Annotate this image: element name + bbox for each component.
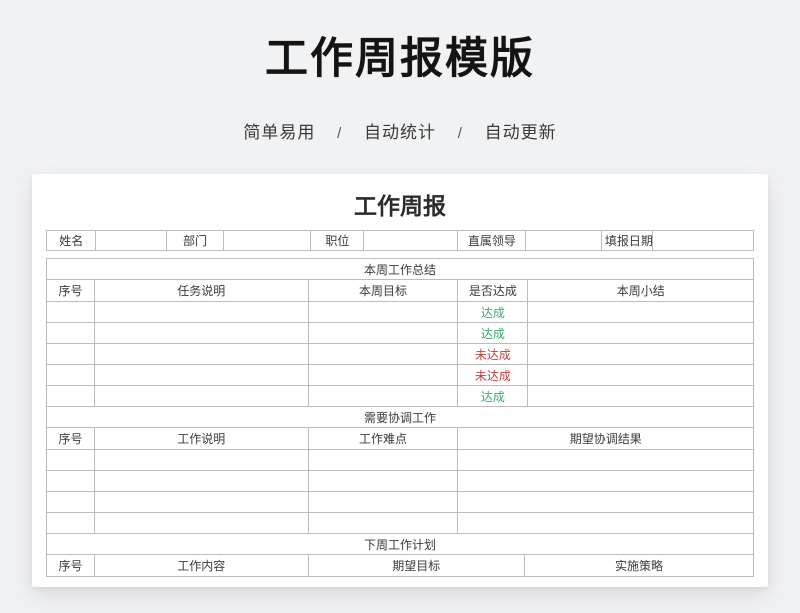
- empty-cell[interactable]: [94, 449, 309, 471]
- column-header: 实施策略: [523, 554, 755, 577]
- column-header: 序号: [45, 279, 96, 302]
- empty-cell[interactable]: [307, 364, 459, 386]
- empty-cell[interactable]: [94, 322, 309, 344]
- info-table: 姓名 部门 职位 直属领导 填报日期: [45, 230, 755, 251]
- empty-cell[interactable]: [307, 449, 459, 471]
- empty-cell[interactable]: [307, 512, 459, 534]
- table-row: 未达成: [45, 364, 754, 386]
- field-value-name[interactable]: [95, 230, 168, 251]
- subtitle-separator: /: [457, 125, 463, 142]
- field-value-position[interactable]: [363, 230, 459, 251]
- status-cell[interactable]: 未达成: [457, 364, 529, 386]
- empty-cell[interactable]: [45, 449, 96, 471]
- empty-cell[interactable]: [94, 470, 309, 492]
- empty-cell[interactable]: [457, 491, 754, 513]
- column-header: 期望目标: [307, 554, 525, 577]
- empty-cell[interactable]: [457, 449, 754, 471]
- empty-cell[interactable]: [457, 512, 754, 534]
- field-label-report-date: 填报日期: [600, 230, 653, 251]
- column-header: 工作难点: [307, 427, 459, 450]
- column-header: 序号: [45, 427, 96, 450]
- empty-cell[interactable]: [527, 322, 754, 344]
- table-row: [45, 512, 754, 534]
- column-header: 工作说明: [94, 427, 309, 450]
- section-title: 需要协调工作: [46, 406, 754, 428]
- section-title: 本周工作总结: [46, 258, 754, 280]
- empty-cell[interactable]: [45, 470, 96, 492]
- column-header: 工作内容: [94, 554, 309, 577]
- column-header-row: 序号 工作内容 期望目标 实施策略: [45, 554, 755, 577]
- report-sections: 本周工作总结 序号 任务说明 本周目标 是否达成 本周小结 达成 达成 未达成 未达成 达成 需要协调…: [45, 258, 755, 577]
- empty-cell[interactable]: [307, 322, 459, 344]
- empty-cell[interactable]: [45, 364, 96, 386]
- status-cell[interactable]: 达成: [457, 322, 529, 344]
- column-header: 任务说明: [94, 279, 309, 302]
- column-header-row: 序号 工作说明 工作难点 期望协调结果: [45, 427, 754, 450]
- empty-cell[interactable]: [94, 491, 309, 513]
- section-table-1: 本周工作总结 序号 任务说明 本周目标 是否达成 本周小结 达成 达成 未达成 未达成 达成: [45, 258, 754, 407]
- empty-cell[interactable]: [527, 343, 754, 365]
- table-row: [45, 449, 754, 471]
- field-label-position: 职位: [310, 230, 365, 251]
- column-header-row: 序号 任务说明 本周目标 是否达成 本周小结: [45, 279, 754, 302]
- table-row: [45, 470, 754, 492]
- status-cell[interactable]: 达成: [457, 385, 529, 407]
- empty-cell[interactable]: [527, 385, 754, 407]
- report-title: 工作周报: [354, 194, 446, 219]
- table-row: 达成: [45, 301, 754, 323]
- empty-cell[interactable]: [45, 322, 96, 344]
- empty-cell[interactable]: [45, 343, 96, 365]
- field-value-supervisor[interactable]: [525, 230, 602, 251]
- subtitle-feature-3: 自动更新: [484, 123, 557, 142]
- empty-cell[interactable]: [307, 301, 459, 323]
- empty-cell[interactable]: [527, 364, 754, 386]
- page-subtitle: 简单易用 / 自动统计 / 自动更新: [0, 118, 800, 143]
- subtitle-separator: /: [337, 125, 343, 142]
- table-row: 达成: [45, 322, 754, 344]
- status-cell[interactable]: 未达成: [457, 343, 529, 365]
- field-label-supervisor: 直属领导: [457, 230, 527, 251]
- empty-cell[interactable]: [307, 470, 459, 492]
- section-table-2: 需要协调工作 序号 工作说明 工作难点 期望协调结果: [45, 406, 754, 534]
- subtitle-feature-1: 简单易用: [243, 123, 316, 142]
- empty-cell[interactable]: [45, 385, 96, 407]
- empty-cell[interactable]: [94, 301, 309, 323]
- empty-cell[interactable]: [94, 385, 309, 407]
- field-label-name: 姓名: [45, 230, 97, 251]
- column-header: 序号: [45, 554, 96, 577]
- empty-cell[interactable]: [307, 343, 459, 365]
- page-title: 工作周报模版: [265, 35, 535, 83]
- column-header: 本周目标: [307, 279, 459, 302]
- status-cell[interactable]: 达成: [457, 301, 529, 323]
- field-value-report-date[interactable]: [651, 230, 755, 251]
- table-row: [45, 491, 754, 513]
- column-header: 本周小结: [527, 279, 754, 302]
- empty-cell[interactable]: [94, 364, 309, 386]
- field-value-department[interactable]: [222, 230, 312, 251]
- field-label-department: 部门: [166, 230, 224, 251]
- subtitle-feature-2: 自动统计: [364, 123, 436, 142]
- empty-cell[interactable]: [457, 470, 754, 492]
- empty-cell[interactable]: [527, 301, 754, 323]
- info-row: 姓名 部门 职位 直属领导 填报日期: [45, 230, 755, 251]
- table-row: 未达成: [45, 343, 754, 365]
- table-row: 达成: [45, 385, 754, 407]
- section-title: 下周工作计划: [46, 533, 754, 555]
- empty-cell[interactable]: [45, 301, 96, 323]
- empty-cell[interactable]: [94, 512, 309, 534]
- empty-cell[interactable]: [45, 491, 96, 513]
- section-table-3: 下周工作计划 序号 工作内容 期望目标 实施策略: [45, 533, 755, 577]
- column-header: 是否达成: [457, 279, 529, 302]
- empty-cell[interactable]: [45, 512, 96, 534]
- weekly-report-card: 工作周报 姓名 部门 职位 直属领导 填报日期 本周工作总结 序号 任务说明 本周目标…: [32, 174, 768, 587]
- column-header: 期望协调结果: [457, 427, 754, 450]
- empty-cell[interactable]: [94, 343, 309, 365]
- empty-cell[interactable]: [307, 385, 459, 407]
- empty-cell[interactable]: [307, 491, 459, 513]
